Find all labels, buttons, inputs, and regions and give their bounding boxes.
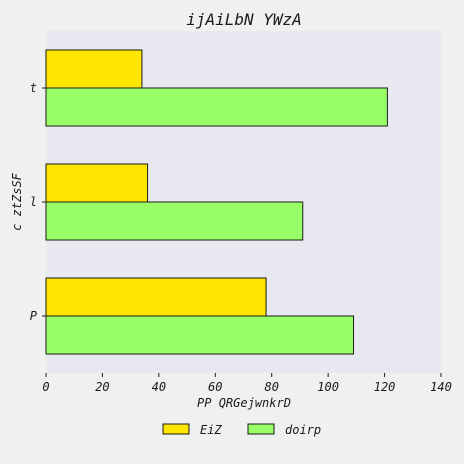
y-ticks-group: t l P <box>30 81 46 323</box>
y-tick-label: P <box>30 309 38 323</box>
y-axis-label: c ztZsSF <box>10 172 24 231</box>
x-tick-label: 40 <box>152 380 166 394</box>
legend: EiZ doirp <box>162 423 321 437</box>
y-tick-label: t <box>30 81 37 95</box>
y-tick-label: l <box>30 195 37 209</box>
bar-EiZ-P <box>45 277 267 317</box>
x-tick-label: 60 <box>208 380 222 394</box>
bar-doirp-P <box>45 315 355 355</box>
legend-swatch-EiZ <box>162 423 190 435</box>
x-tick-label: 0 <box>42 380 49 394</box>
x-tick-label: 120 <box>374 380 396 394</box>
x-ticks-group: 0 20 40 60 80 100 120 140 <box>42 373 452 394</box>
x-tick-label: 140 <box>430 380 452 394</box>
legend-label-doirp: doirp <box>285 423 321 437</box>
x-tick-label: 80 <box>264 380 278 394</box>
x-tick-label: 20 <box>95 380 109 394</box>
legend-label-EiZ: EiZ <box>200 423 222 437</box>
bar-EiZ-t <box>45 49 143 89</box>
bar-EiZ-l <box>45 163 149 203</box>
x-tick-label: 100 <box>317 380 339 394</box>
x-axis-label: PP QRGejwnkrD <box>197 396 291 410</box>
legend-swatch-doirp <box>247 423 275 435</box>
bars-group <box>45 49 388 355</box>
bar-doirp-l <box>45 201 304 241</box>
bar-doirp-t <box>45 87 388 127</box>
chart-title: ijAiLbN YWzA <box>186 10 302 29</box>
